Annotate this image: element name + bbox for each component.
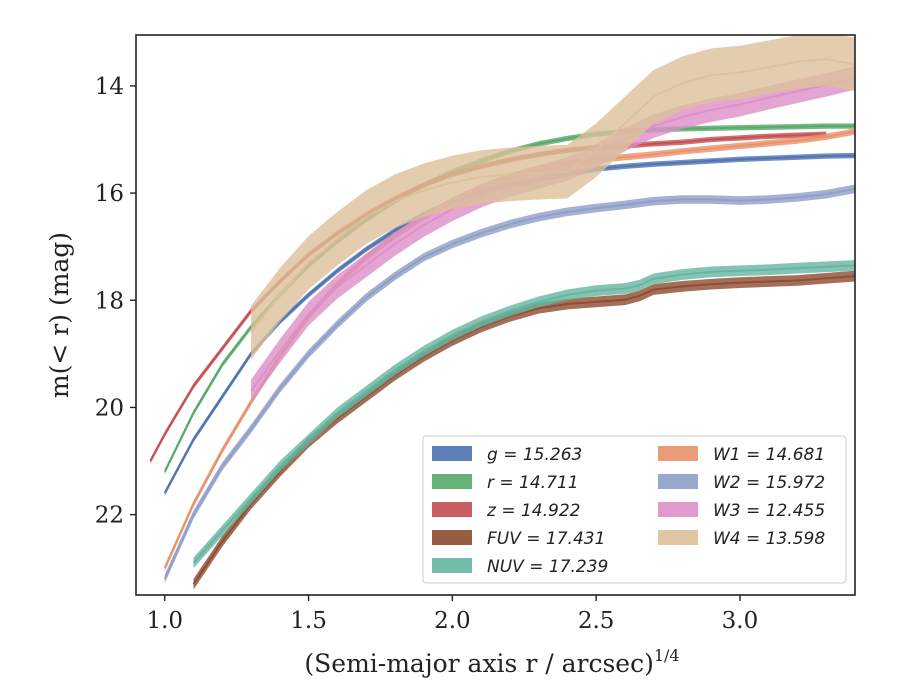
series-8-line — [250, 58, 855, 334]
series-7-band — [251, 66, 855, 404]
legend-swatch — [432, 530, 472, 545]
legend-swatch — [432, 502, 472, 517]
series-layer — [149, 35, 855, 590]
y-tick-label: 18 — [95, 288, 124, 314]
legend-label: W4 = 13.598 — [713, 529, 825, 549]
y-axis-label: m(< r) (mag) — [45, 232, 74, 398]
plot-frame — [135, 34, 856, 596]
x-axis-label-text: (Semi-major axis r / arcsec) — [304, 649, 653, 678]
y-axis-label-text: m(< r) (mag) — [45, 232, 74, 398]
y-tick-label: 16 — [95, 181, 124, 207]
x-tick-label: 1.0 — [146, 608, 183, 634]
x-tick-label: 2.0 — [434, 608, 471, 634]
legend-label: W2 = 15.972 — [713, 473, 825, 493]
legend-swatch — [432, 446, 472, 461]
x-axis-label-superscript: 1/4 — [654, 646, 680, 665]
legend-label: FUV = 17.431 — [487, 529, 605, 549]
legend-swatch — [658, 530, 698, 545]
legend-swatch — [658, 446, 698, 461]
legend-swatch — [432, 474, 472, 489]
y-tick-label: 14 — [95, 74, 124, 100]
x-axis-label: (Semi-major axis r / arcsec)1/4 — [304, 646, 679, 678]
legend-swatch — [658, 474, 698, 489]
tick-layer: 1.0 1.5 2.0 2.5 3.0 14 16 18 20 22 — [95, 74, 759, 634]
legend-frame — [422, 435, 847, 584]
legend-label: z = 14.922 — [486, 501, 580, 521]
legend-label: r = 14.711 — [487, 473, 579, 493]
series-4-line — [192, 264, 855, 564]
legend-label: W3 = 12.455 — [713, 501, 825, 521]
y-tick-label: 20 — [95, 395, 124, 421]
legend-label: W1 = 14.681 — [713, 445, 825, 465]
legend: g = 15.263 r = 14.711 z = 14.922 FUV = 17.4… — [422, 435, 847, 584]
x-tick-label: 2.5 — [578, 608, 615, 634]
legend-swatch — [432, 558, 472, 573]
legend-label: g = 15.263 — [487, 445, 582, 465]
legend-swatch — [658, 502, 698, 517]
series-3-band — [193, 270, 855, 590]
series-8-band — [251, 35, 855, 360]
x-tick-label: 3.0 — [722, 608, 759, 634]
legend-label: NUV = 17.239 — [487, 557, 608, 577]
y-tick-label: 22 — [95, 503, 124, 529]
series-6-line — [163, 187, 855, 580]
x-tick-label: 1.5 — [290, 608, 327, 634]
